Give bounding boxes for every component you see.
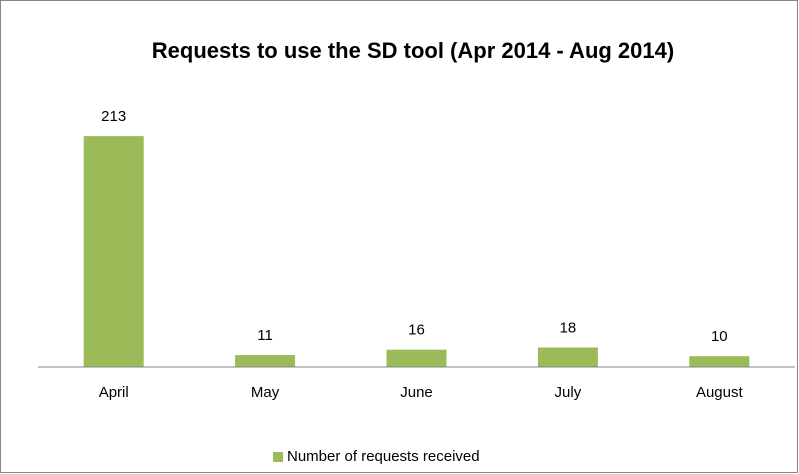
x-tick-label: April [99, 384, 129, 401]
bar [386, 349, 447, 367]
x-tick-label: June [400, 384, 433, 401]
data-label: 10 [711, 328, 728, 345]
data-label: 18 [560, 319, 577, 336]
x-tick-label: July [555, 384, 582, 401]
data-label: 213 [101, 108, 126, 125]
legend-swatch [273, 452, 283, 462]
x-tick-label: May [251, 384, 280, 401]
data-label: 11 [257, 327, 273, 344]
bar [235, 355, 296, 367]
bar [537, 347, 598, 367]
data-label: 16 [408, 322, 425, 339]
legend-label: Number of requests received [287, 448, 480, 465]
bar [689, 356, 750, 367]
chart-title: Requests to use the SD tool (Apr 2014 - … [152, 38, 674, 63]
bar [83, 136, 144, 367]
x-tick-label: August [696, 384, 744, 401]
